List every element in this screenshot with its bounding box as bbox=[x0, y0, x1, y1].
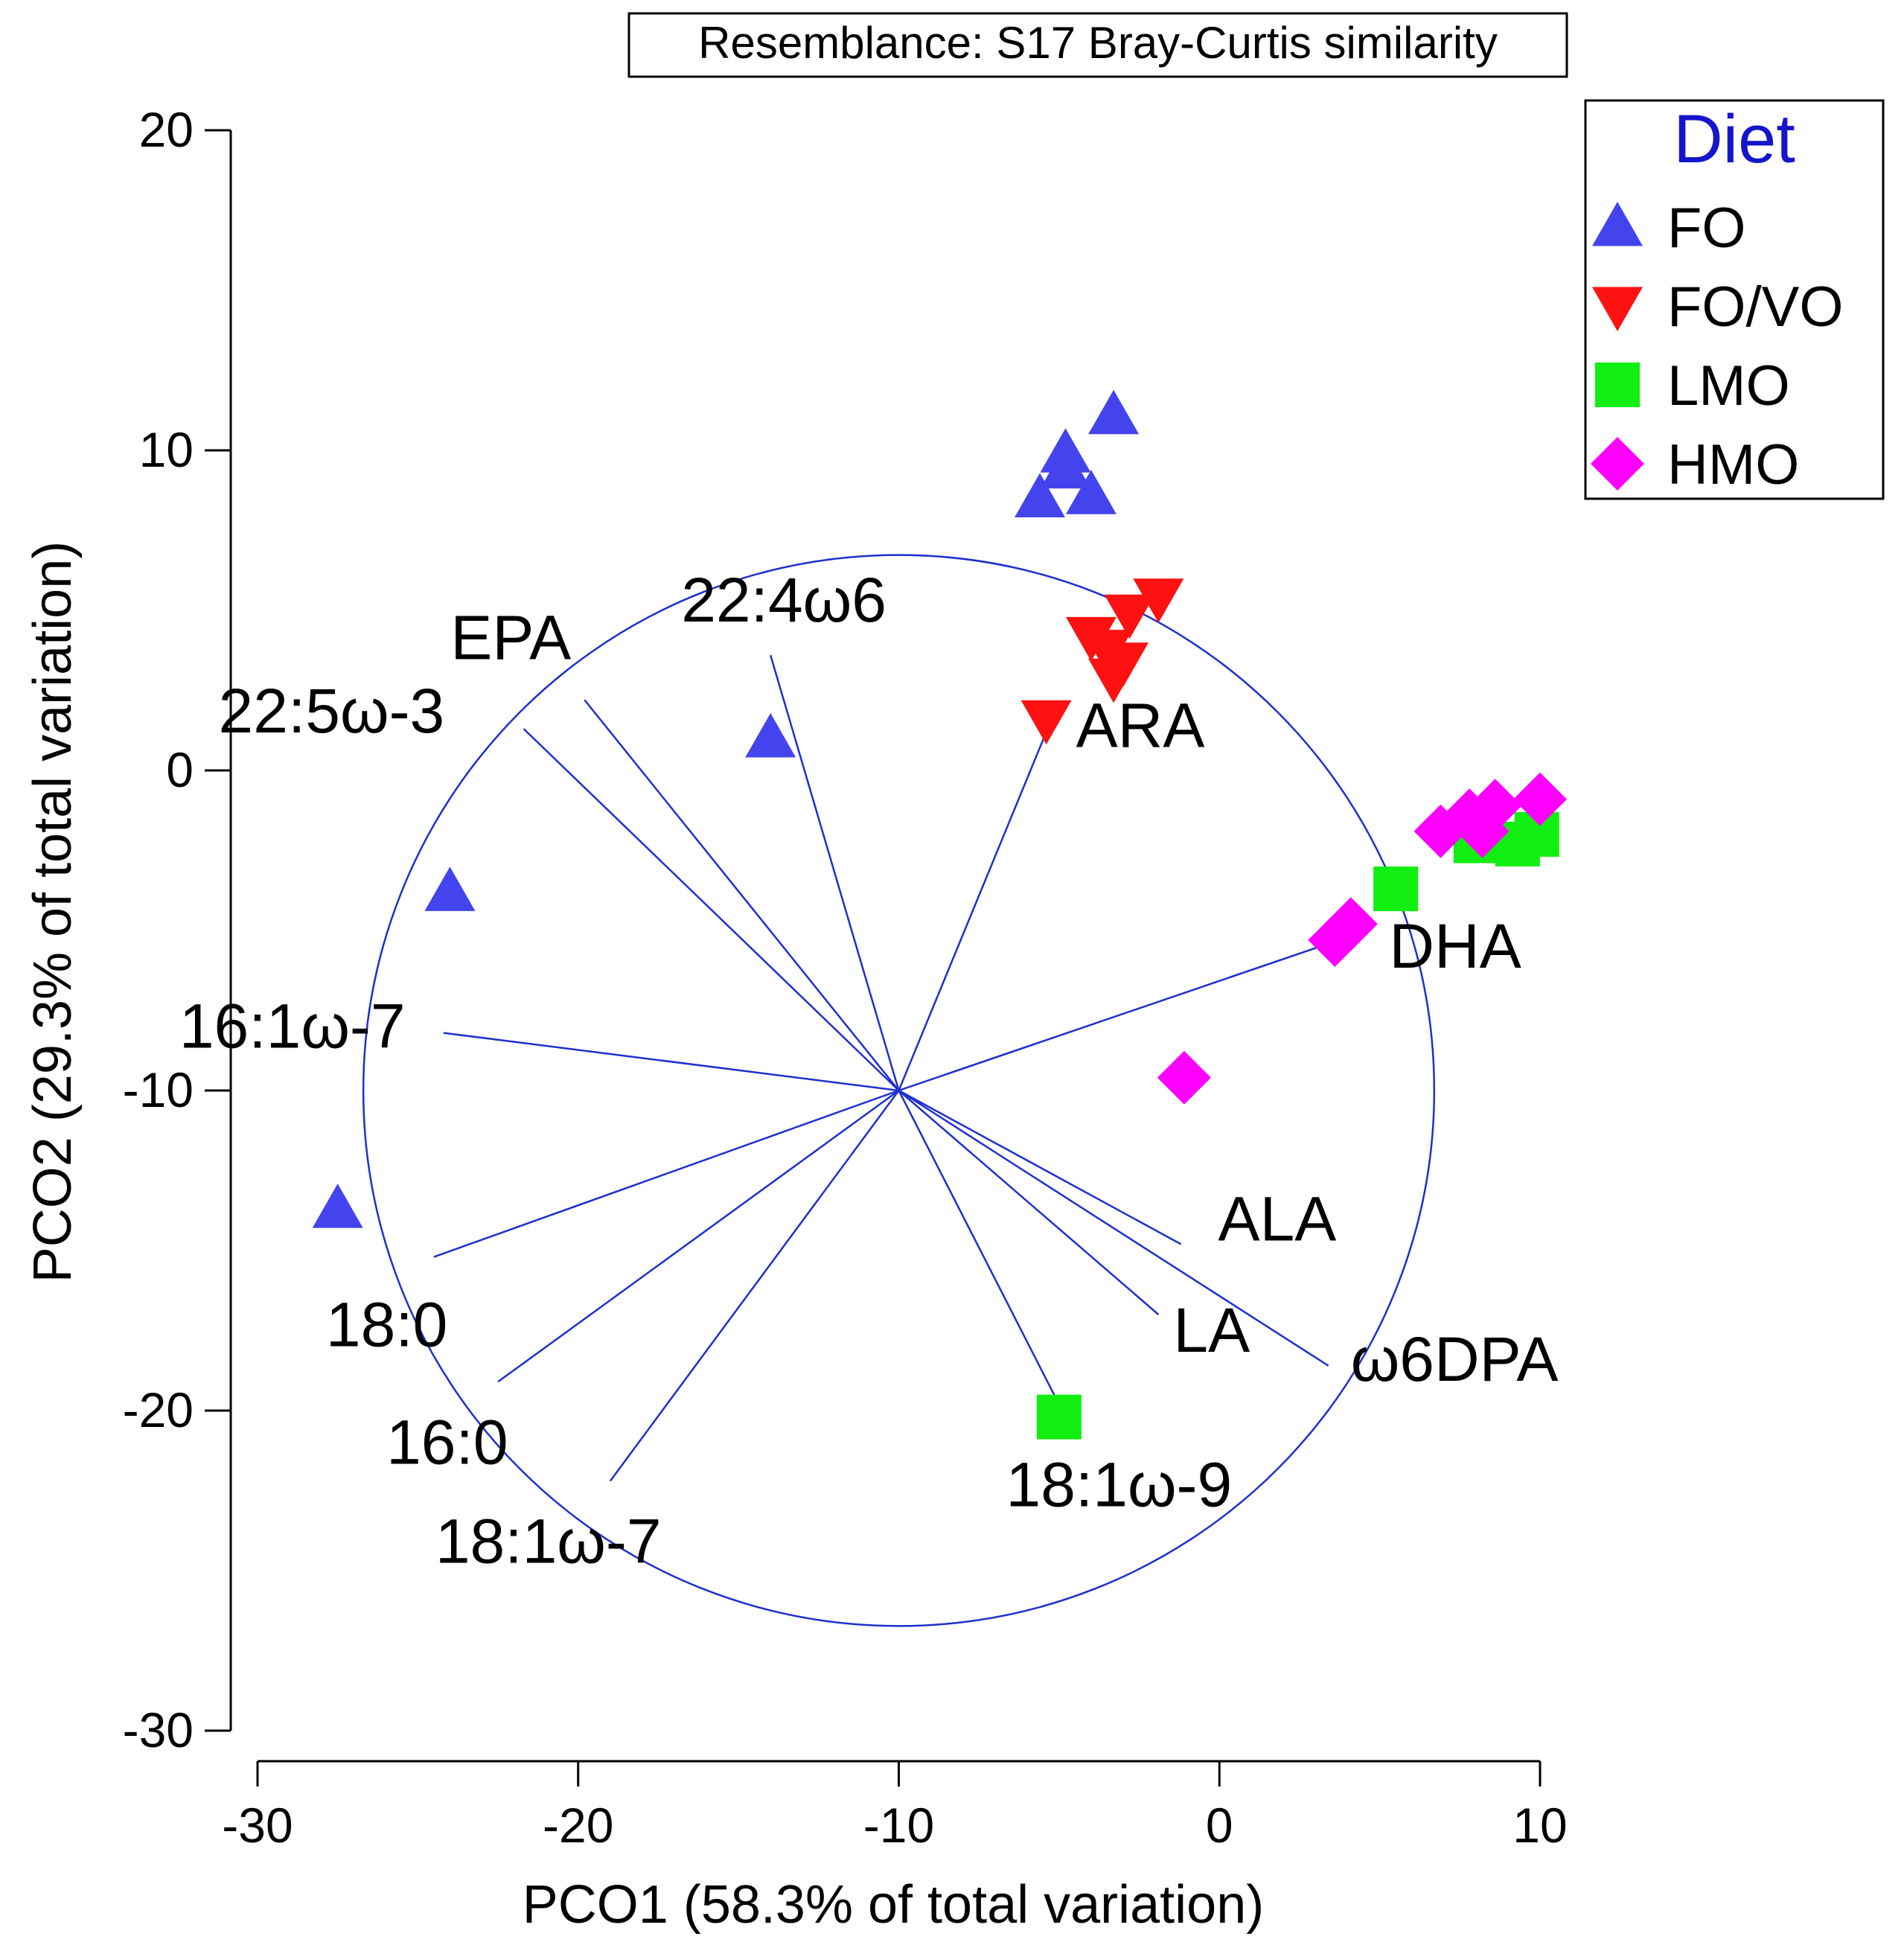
data-point bbox=[1104, 594, 1155, 639]
data-point bbox=[1088, 658, 1140, 703]
vector-label: 16:0 bbox=[386, 1407, 508, 1477]
series-fo-vo bbox=[1020, 578, 1184, 745]
x-axis: -30 -20 -10 0 10 bbox=[222, 1760, 1568, 1853]
data-point bbox=[1040, 444, 1091, 489]
data-point bbox=[1015, 473, 1066, 517]
vector-line bbox=[433, 1089, 899, 1258]
data-point bbox=[1157, 1050, 1211, 1105]
legend-marker bbox=[1595, 363, 1640, 407]
vector-label: 22:4ω6 bbox=[681, 565, 886, 635]
data-point bbox=[1065, 470, 1116, 514]
vector-label: EPA bbox=[450, 602, 571, 672]
vector-line bbox=[898, 1090, 1160, 1315]
series-fo bbox=[312, 389, 1140, 1228]
series-hmo bbox=[1157, 772, 1567, 1105]
y-axis: 20 10 0 -10 -20 -30 bbox=[123, 102, 232, 1757]
x-tick-label: -20 bbox=[543, 1798, 613, 1853]
y-tick-label: 10 bbox=[139, 422, 194, 477]
x-tick-label: 10 bbox=[1512, 1798, 1567, 1853]
correlation-circle bbox=[362, 554, 1436, 1627]
data-point bbox=[1455, 804, 1510, 858]
x-tick-label: -10 bbox=[863, 1798, 934, 1853]
vector-line bbox=[898, 731, 1047, 1091]
chart-title-group: Resemblance: S17 Bray-Curtis similarity bbox=[627, 12, 1568, 78]
x-tick-label: 0 bbox=[1206, 1798, 1233, 1853]
data-point bbox=[312, 1184, 363, 1228]
vector-line bbox=[770, 654, 900, 1091]
y-tick-label: 20 bbox=[139, 102, 194, 157]
vector-label: LA bbox=[1173, 1295, 1250, 1365]
data-point bbox=[1513, 772, 1567, 826]
legend-marker bbox=[1591, 437, 1644, 491]
vector-line bbox=[443, 1032, 899, 1092]
y-axis-label: PCO2 (29.3% of total variation) bbox=[23, 541, 83, 1283]
data-point bbox=[1133, 578, 1184, 623]
chart-title-box bbox=[627, 12, 1568, 78]
vector-label: ALA bbox=[1218, 1184, 1337, 1254]
vector-label: 22:5ω-3 bbox=[219, 676, 445, 746]
legend-title: Diet bbox=[1673, 101, 1795, 177]
data-point bbox=[1088, 389, 1140, 435]
vector-label: 18:1ω-9 bbox=[1006, 1450, 1232, 1520]
vector-line bbox=[584, 699, 900, 1091]
data-point bbox=[745, 713, 796, 758]
data-point bbox=[1020, 700, 1072, 745]
x-axis-label: PCO1 (58.3% of total variation) bbox=[523, 1875, 1264, 1935]
y-tick-label: 0 bbox=[166, 742, 194, 797]
legend-label: FO bbox=[1667, 197, 1746, 260]
x-tick-label: -30 bbox=[222, 1798, 293, 1853]
vector-line bbox=[898, 929, 1367, 1092]
vector-label: DHA bbox=[1389, 911, 1521, 981]
vector-label: 16:1ω-7 bbox=[179, 992, 406, 1061]
data-point bbox=[1308, 913, 1362, 967]
vector-line bbox=[523, 728, 900, 1091]
legend-label: HMO bbox=[1667, 433, 1799, 496]
legend-label: LMO bbox=[1667, 354, 1790, 418]
vector-line bbox=[609, 1090, 900, 1482]
data-point bbox=[1036, 1394, 1082, 1440]
legend-marker bbox=[1592, 287, 1643, 331]
vector-line bbox=[898, 1090, 1067, 1418]
chart-title: Resemblance: S17 Bray-Curtis similarity bbox=[698, 18, 1498, 68]
y-tick-label: -20 bbox=[123, 1382, 194, 1437]
legend-label: FO/VO bbox=[1667, 275, 1843, 339]
vector-line bbox=[898, 1089, 1182, 1245]
vector-line bbox=[497, 1089, 900, 1383]
legend-marker bbox=[1592, 202, 1643, 246]
data-points bbox=[312, 389, 1567, 1440]
data-point bbox=[1373, 866, 1419, 912]
y-tick-label: -10 bbox=[123, 1062, 194, 1117]
vector-label: 18:0 bbox=[326, 1290, 447, 1360]
vector-label: ARA bbox=[1076, 690, 1205, 760]
data-point bbox=[424, 866, 476, 911]
vector-label: ω6DPA bbox=[1351, 1324, 1559, 1394]
vector-label: 18:1ω-7 bbox=[435, 1507, 662, 1577]
y-tick-label: -30 bbox=[123, 1702, 194, 1757]
data-point bbox=[1413, 804, 1468, 858]
legend: Diet FO FO/VO LMO HMO bbox=[1584, 99, 1885, 500]
vector-line bbox=[898, 1089, 1329, 1367]
